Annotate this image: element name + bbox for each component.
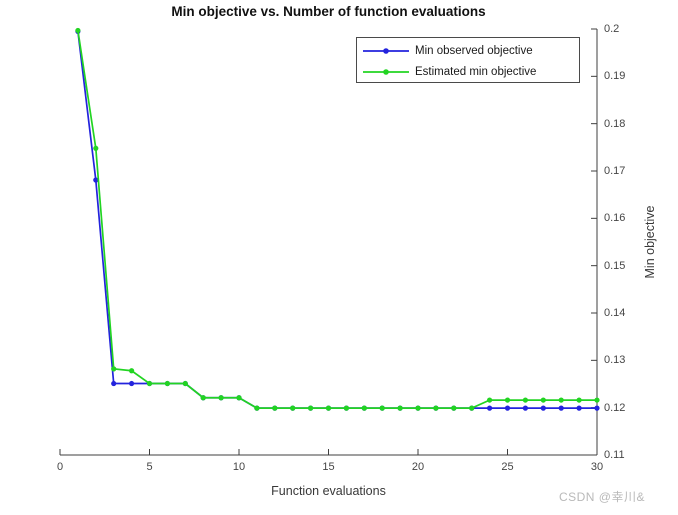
x-tick-label: 30 bbox=[590, 461, 604, 473]
y-axis-label: Min objective bbox=[643, 205, 657, 279]
estimated-min-markers bbox=[75, 27, 600, 411]
estimated-min-marker bbox=[594, 397, 600, 403]
y-tick-label: 0.19 bbox=[604, 70, 626, 83]
estimated-min-marker bbox=[504, 397, 511, 403]
min-observed-marker bbox=[93, 177, 99, 183]
min-observed-marker bbox=[558, 405, 564, 411]
legend-line-sample bbox=[363, 47, 409, 54]
x-tick-label: 20 bbox=[411, 461, 425, 473]
estimated-min-marker bbox=[451, 405, 457, 411]
estimated-min-marker bbox=[487, 397, 493, 403]
estimated-min-marker bbox=[558, 397, 564, 403]
estimated-min-marker bbox=[397, 405, 403, 411]
estimated-min-marker bbox=[75, 27, 81, 34]
min-observed-marker bbox=[594, 405, 600, 411]
estimated-min-marker bbox=[433, 405, 439, 411]
estimated-min-marker bbox=[93, 145, 99, 151]
estimated-min-marker bbox=[290, 405, 296, 411]
x-tick-label: 10 bbox=[232, 461, 246, 473]
min-observed-marker bbox=[576, 405, 582, 411]
estimated-min-marker bbox=[129, 368, 135, 374]
estimated-min-marker bbox=[146, 380, 153, 387]
estimated-min-marker bbox=[111, 366, 117, 372]
y-tick-label: 0.2 bbox=[604, 23, 620, 35]
y-tick-label: 0.15 bbox=[604, 259, 626, 272]
estimated-min-marker bbox=[308, 405, 314, 411]
estimated-min-marker bbox=[164, 380, 170, 387]
legend: Min observed objective Estimated min obje… bbox=[356, 37, 580, 83]
chart-title: Min objective vs. Number of function eva… bbox=[171, 4, 486, 19]
estimated-min-marker bbox=[379, 405, 385, 411]
estimated-min-marker bbox=[415, 405, 421, 411]
y-tick-label: 0.17 bbox=[604, 165, 626, 177]
min-observed-marker bbox=[522, 405, 529, 411]
min-observed-marker bbox=[111, 380, 117, 387]
legend-entry-estimated-min: Estimated min objective bbox=[357, 61, 579, 82]
min-observed-marker bbox=[487, 405, 493, 411]
y-tick-label: 0.11 bbox=[604, 449, 625, 461]
x-axis-label: Function evaluations bbox=[271, 484, 386, 498]
estimated-min-marker bbox=[540, 397, 546, 403]
y-tick-label: 0.12 bbox=[604, 401, 626, 414]
x-tick-label: 5 bbox=[146, 461, 153, 473]
min-observed-line bbox=[77, 31, 597, 409]
min-observed-marker bbox=[540, 405, 546, 411]
y-tick-label: 0.16 bbox=[604, 212, 626, 225]
min-observed-markers bbox=[75, 28, 600, 411]
x-tick-label: 15 bbox=[322, 461, 335, 473]
estimated-min-marker bbox=[200, 395, 206, 401]
legend-label: Min observed objective bbox=[415, 44, 533, 57]
estimated-min-line bbox=[77, 30, 597, 409]
estimated-min-marker bbox=[522, 397, 529, 403]
estimated-min-marker bbox=[325, 405, 332, 411]
x-tick-label: 25 bbox=[501, 461, 514, 473]
estimated-min-marker bbox=[576, 397, 582, 403]
estimated-min-marker bbox=[343, 405, 349, 411]
estimated-min-marker bbox=[218, 395, 224, 401]
watermark: CSDN @幸川& bbox=[558, 490, 645, 504]
estimated-min-marker bbox=[182, 380, 188, 387]
estimated-min-marker bbox=[272, 405, 278, 411]
estimated-min-marker bbox=[469, 405, 475, 411]
y-tick-label: 0.13 bbox=[604, 354, 626, 367]
y-tick-label: 0.18 bbox=[604, 117, 626, 130]
min-observed-marker bbox=[129, 380, 135, 387]
estimated-min-marker bbox=[254, 405, 260, 411]
legend-label: Estimated min objective bbox=[415, 65, 537, 78]
min-observed-marker bbox=[504, 405, 511, 411]
legend-line-sample bbox=[363, 68, 409, 75]
y-tick-label: 0.14 bbox=[604, 307, 626, 319]
estimated-min-marker bbox=[236, 395, 242, 401]
x-tick-label: 0 bbox=[56, 461, 64, 473]
legend-entry-min-observed: Min observed objective bbox=[357, 40, 579, 61]
estimated-min-marker bbox=[361, 405, 367, 411]
